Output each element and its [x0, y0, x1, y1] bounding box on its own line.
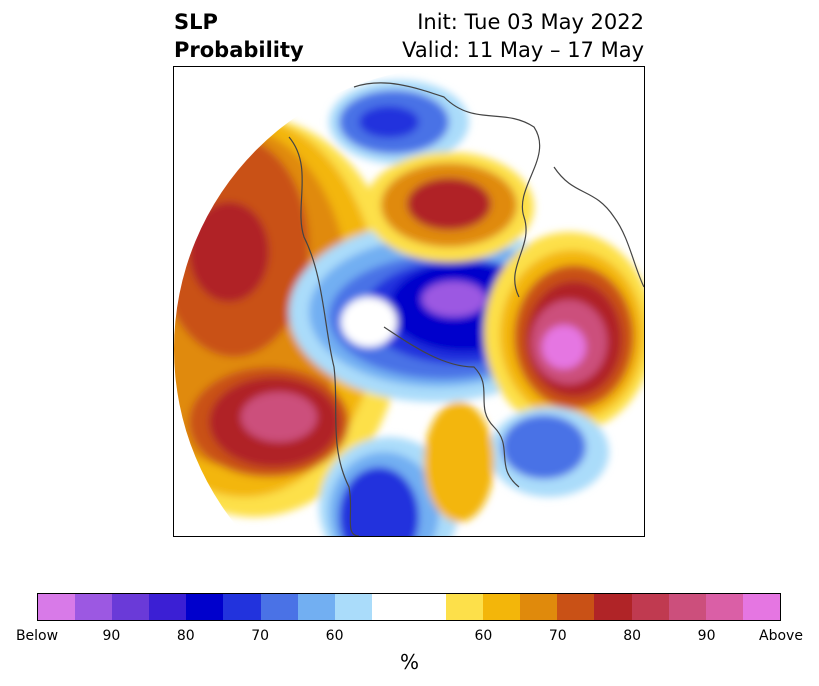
- colorbar-swatch: [446, 594, 484, 620]
- colorbar-swatch: [520, 594, 558, 620]
- europe-below-80: [359, 106, 419, 138]
- colorbar-swatch: [75, 594, 113, 620]
- pacific-above-90-south: [241, 392, 317, 442]
- colorbar-swatch: [742, 594, 780, 620]
- colorbar-tick-label: Above: [759, 628, 803, 644]
- probability-map: [173, 66, 645, 537]
- colorbar-tick-label: 80: [623, 628, 642, 644]
- bering-above-max: [542, 325, 586, 369]
- colorbar-swatch: [223, 594, 261, 620]
- pacific-above-80-north: [189, 202, 269, 302]
- colorbar-swatch: [149, 594, 187, 620]
- init-date: Init: Tue 03 May 2022: [417, 10, 644, 34]
- colorbar-swatch: [371, 594, 409, 620]
- colorbar-tick-label: 70: [548, 628, 567, 644]
- colorbar-swatch: [594, 594, 632, 620]
- colorbar-tick-label: 80: [176, 628, 195, 644]
- colorbar-swatch: [334, 594, 372, 620]
- coastline-north: [353, 82, 541, 298]
- colorbar-tick-label: Below: [15, 628, 59, 644]
- namerica-below-75: [339, 467, 419, 536]
- colorbar-swatch: [260, 594, 298, 620]
- colorbar-tick-label: 60: [474, 628, 493, 644]
- siberia-above-80: [407, 178, 491, 230]
- map-title: SLP Probability: [174, 8, 304, 64]
- valid-range: Valid: 11 May – 17 May: [402, 38, 644, 62]
- date-info: Init: Tue 03 May 2022 Valid: 11 May – 17…: [402, 8, 644, 64]
- title-line-2: Probability: [174, 38, 304, 62]
- colorbar-swatch: [705, 594, 743, 620]
- colorbar-unit-label: %: [399, 650, 419, 674]
- colorbar-swatch: [297, 594, 335, 620]
- arctic-below-90: [422, 281, 486, 317]
- colorbar-swatch: [408, 594, 447, 620]
- colorbar-swatch: [483, 594, 521, 620]
- colorbar-tick-label: 70: [251, 628, 270, 644]
- coastlines: [288, 82, 644, 536]
- neutral-gap-center: [341, 297, 397, 347]
- probability-colorbar: [37, 593, 781, 621]
- colorbar-swatch: [38, 594, 76, 620]
- atlantic-below-70: [502, 415, 586, 479]
- coastline-west: [288, 136, 360, 536]
- colorbar-swatch: [186, 594, 224, 620]
- atlantic-above-65: [424, 402, 494, 522]
- colorbar-swatch: [557, 594, 595, 620]
- colorbar-tick-label: 60: [325, 628, 344, 644]
- title-line-1: SLP: [174, 10, 218, 34]
- colorbar-tick-label: 90: [102, 628, 121, 644]
- coastline-center: [383, 326, 520, 488]
- colorbar-swatch: [631, 594, 669, 620]
- colorbar-ticks: Below 90 80 70 60 60 70 80 90 Above: [16, 628, 803, 646]
- colorbar-swatch: [112, 594, 150, 620]
- colorbar-swatch: [668, 594, 706, 620]
- colorbar-tick-label: 90: [697, 628, 716, 644]
- polar-projection: [174, 67, 644, 536]
- coastline-east: [553, 166, 644, 288]
